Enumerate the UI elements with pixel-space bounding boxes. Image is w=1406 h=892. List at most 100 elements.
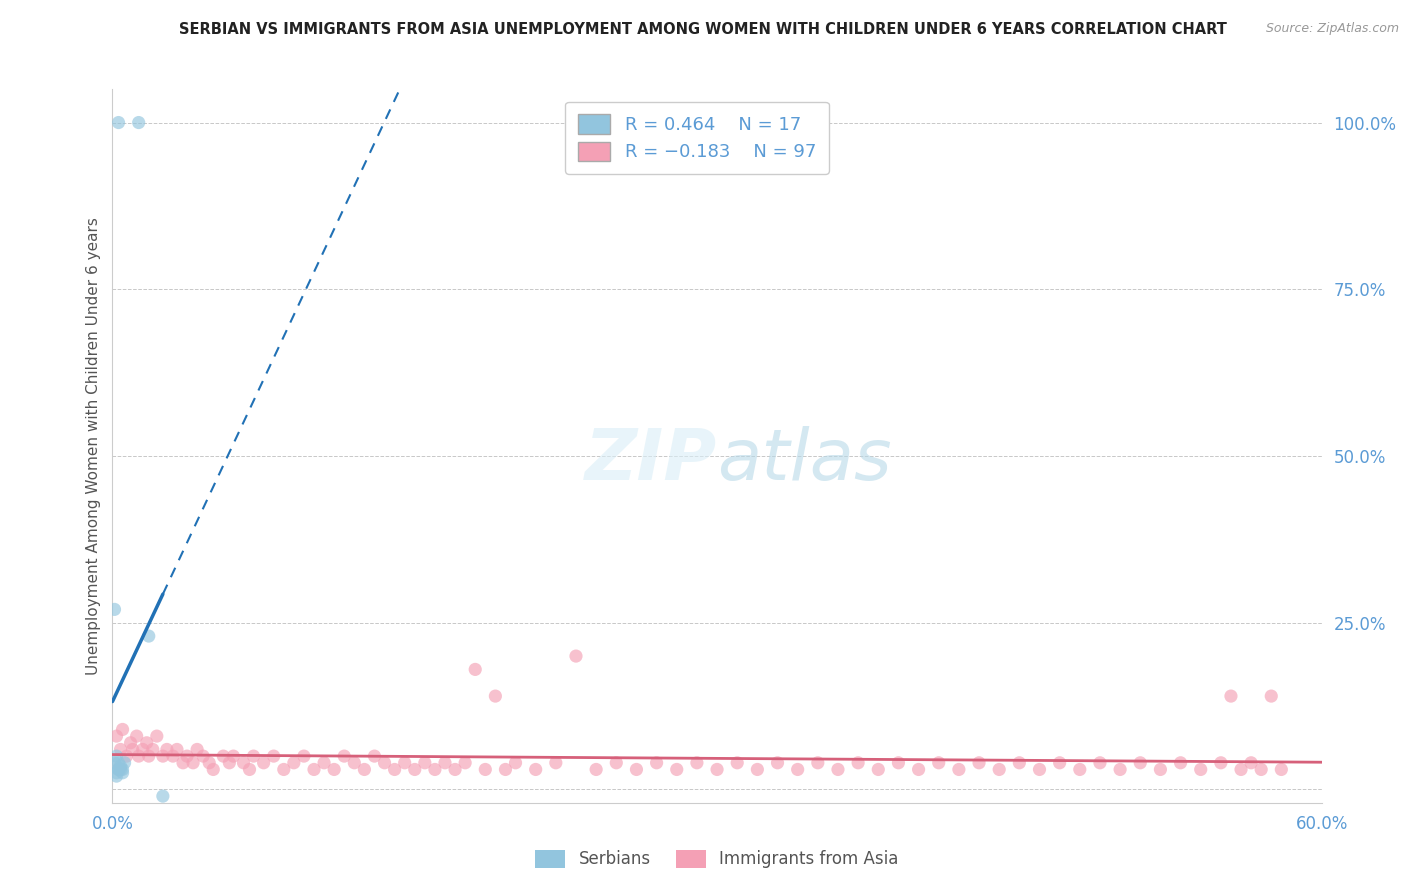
Point bbox=[111, 763, 134, 777]
Point bbox=[353, 763, 375, 777]
Point bbox=[110, 763, 132, 777]
Point bbox=[222, 749, 245, 764]
Legend: Serbians, Immigrants from Asia: Serbians, Immigrants from Asia bbox=[524, 838, 910, 880]
Point bbox=[253, 756, 276, 770]
Point bbox=[967, 756, 990, 770]
Point bbox=[565, 649, 588, 664]
Point bbox=[312, 756, 335, 770]
Point bbox=[384, 763, 406, 777]
Point bbox=[605, 756, 627, 770]
Point bbox=[111, 723, 134, 737]
Point bbox=[464, 662, 486, 676]
Point bbox=[135, 736, 157, 750]
Point bbox=[263, 749, 285, 764]
Point bbox=[374, 756, 396, 770]
Point bbox=[1109, 763, 1132, 777]
Point bbox=[125, 729, 148, 743]
Point bbox=[110, 742, 132, 756]
Point bbox=[907, 763, 929, 777]
Point bbox=[1220, 689, 1243, 703]
Point bbox=[1129, 756, 1152, 770]
Point bbox=[1270, 763, 1292, 777]
Point bbox=[524, 763, 547, 777]
Point bbox=[138, 749, 160, 764]
Point bbox=[120, 736, 142, 750]
Point bbox=[114, 756, 136, 770]
Point bbox=[273, 763, 295, 777]
Point bbox=[107, 756, 129, 770]
Point bbox=[152, 749, 174, 764]
Point bbox=[105, 769, 128, 783]
Point bbox=[128, 115, 150, 129]
Point bbox=[1028, 763, 1050, 777]
Point bbox=[1209, 756, 1232, 770]
Point bbox=[152, 789, 174, 804]
Point bbox=[107, 763, 129, 777]
Point bbox=[404, 763, 426, 777]
Point bbox=[156, 742, 179, 756]
Point bbox=[433, 756, 456, 770]
Point bbox=[444, 763, 467, 777]
Point bbox=[413, 756, 436, 770]
Point bbox=[105, 729, 128, 743]
Point bbox=[1149, 763, 1171, 777]
Point bbox=[1088, 756, 1111, 770]
Point bbox=[105, 765, 128, 780]
Point bbox=[343, 756, 366, 770]
Point bbox=[484, 689, 506, 703]
Point bbox=[827, 763, 849, 777]
Point bbox=[1260, 689, 1282, 703]
Point bbox=[186, 742, 208, 756]
Point bbox=[323, 763, 346, 777]
Y-axis label: Unemployment Among Women with Children Under 6 years: Unemployment Among Women with Children U… bbox=[86, 217, 101, 675]
Point bbox=[626, 763, 648, 777]
Point bbox=[142, 742, 165, 756]
Point bbox=[107, 115, 129, 129]
Point bbox=[1189, 763, 1212, 777]
Point bbox=[1230, 763, 1253, 777]
Point bbox=[868, 763, 890, 777]
Point bbox=[665, 763, 688, 777]
Point bbox=[988, 763, 1011, 777]
Point bbox=[1250, 763, 1272, 777]
Point bbox=[585, 763, 607, 777]
Point bbox=[747, 763, 769, 777]
Point bbox=[162, 749, 184, 764]
Point bbox=[107, 763, 129, 777]
Point bbox=[242, 749, 264, 764]
Point bbox=[333, 749, 356, 764]
Point bbox=[218, 756, 240, 770]
Point bbox=[176, 749, 198, 764]
Point bbox=[172, 756, 194, 770]
Point bbox=[115, 749, 138, 764]
Point bbox=[103, 756, 125, 770]
Point bbox=[103, 602, 125, 616]
Point bbox=[474, 763, 496, 777]
Point bbox=[807, 756, 830, 770]
Text: ZIP: ZIP bbox=[585, 425, 717, 495]
Point bbox=[128, 749, 150, 764]
Point bbox=[198, 756, 221, 770]
Point bbox=[1069, 763, 1091, 777]
Point bbox=[292, 749, 315, 764]
Point bbox=[495, 763, 517, 777]
Point bbox=[645, 756, 668, 770]
Point bbox=[948, 763, 970, 777]
Point bbox=[1240, 756, 1263, 770]
Point bbox=[302, 763, 325, 777]
Point bbox=[181, 756, 204, 770]
Text: SERBIAN VS IMMIGRANTS FROM ASIA UNEMPLOYMENT AMONG WOMEN WITH CHILDREN UNDER 6 Y: SERBIAN VS IMMIGRANTS FROM ASIA UNEMPLOY… bbox=[179, 22, 1227, 37]
Point bbox=[887, 756, 910, 770]
Point bbox=[111, 765, 134, 780]
Point bbox=[1170, 756, 1192, 770]
Point bbox=[846, 756, 869, 770]
Point bbox=[202, 763, 225, 777]
Point bbox=[766, 756, 789, 770]
Point bbox=[232, 756, 254, 770]
Point bbox=[283, 756, 305, 770]
Point bbox=[110, 759, 132, 773]
Point bbox=[454, 756, 477, 770]
Point bbox=[363, 749, 385, 764]
Point bbox=[132, 742, 155, 756]
Point bbox=[238, 763, 260, 777]
